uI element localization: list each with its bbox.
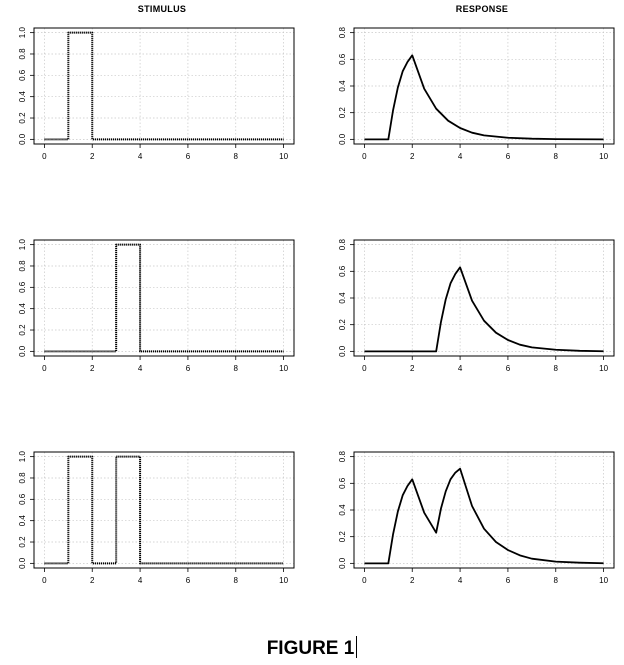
series-line [44, 31, 284, 141]
y-tick-label: 0.8 [338, 451, 347, 463]
x-tick-label: 8 [554, 364, 559, 373]
y-tick-label: 0.6 [18, 281, 27, 293]
x-tick-label: 0 [362, 364, 367, 373]
y-tick-label: 0.4 [18, 303, 27, 315]
x-tick-label: 2 [410, 364, 415, 373]
series-line [364, 266, 604, 353]
x-tick-label: 0 [42, 152, 47, 161]
x-tick-label: 4 [138, 364, 143, 373]
y-tick-label: 0.0 [18, 133, 27, 145]
x-tick-label: 6 [506, 364, 511, 373]
stimulus-chart-2: 0 2 4 6 8 10 0.0 0.2 0.4 0.6 0.8 1.0 [18, 239, 295, 373]
figure-caption-text: FIGURE 1 [266, 638, 355, 659]
y-tick-label: 0.8 [338, 27, 347, 39]
y-tick-label: 0.6 [338, 477, 347, 489]
x-tick-label: 10 [599, 152, 608, 161]
y-tick-label: 0.6 [338, 265, 347, 277]
x-tick-label: 6 [506, 152, 511, 161]
x-tick-label: 10 [279, 364, 288, 373]
x-tick-label: 0 [42, 364, 47, 373]
y-tick-label: 0.2 [338, 107, 347, 119]
response-chart-2: 0 2 4 6 8 10 0.0 0.2 0.4 0.6 0.8 [338, 239, 615, 373]
y-tick-label: 1.0 [18, 451, 27, 463]
x-tick-label: 0 [362, 576, 367, 585]
x-tick-label: 8 [554, 576, 559, 585]
x-tick-label: 8 [234, 152, 239, 161]
x-tick-label: 2 [90, 152, 95, 161]
response-chart-1: 0 2 4 6 8 10 0.0 0.2 0.4 0.6 0.8 [338, 27, 615, 161]
x-tick-label: 6 [186, 576, 191, 585]
x-tick-label: 2 [410, 152, 415, 161]
plot-frame [33, 451, 295, 569]
y-tick-label: 0.4 [18, 91, 27, 103]
y-tick-label: 0.8 [18, 260, 27, 272]
x-tick-label: 2 [90, 576, 95, 585]
x-tick-label: 6 [506, 576, 511, 585]
response-chart-3: 0 2 4 6 8 10 0.0 0.2 0.4 0.6 0.8 [338, 451, 615, 585]
response-column-title: RESPONSE [455, 4, 509, 14]
y-tick-label: 0.0 [338, 133, 347, 145]
x-tick-label: 10 [599, 364, 608, 373]
y-tick-label: 0.8 [18, 48, 27, 60]
plot-frame [33, 27, 295, 145]
series-line [44, 243, 284, 353]
x-tick-label: 10 [279, 152, 288, 161]
y-tick-label: 0.0 [338, 557, 347, 569]
x-tick-label: 2 [410, 576, 415, 585]
x-tick-label: 4 [458, 364, 463, 373]
x-tick-label: 10 [599, 576, 608, 585]
x-tick-label: 8 [234, 576, 239, 585]
y-tick-label: 0.4 [18, 515, 27, 527]
stimulus-chart-3: 0 2 4 6 8 10 0.0 0.2 0.4 0.6 0.8 1.0 [18, 451, 295, 585]
x-tick-label: 8 [554, 152, 559, 161]
x-tick-label: 10 [279, 576, 288, 585]
stimulus-column-title: STIMULUS [137, 4, 187, 14]
y-tick-label: 0.8 [338, 239, 347, 251]
y-tick-label: 1.0 [18, 27, 27, 39]
y-tick-label: 0.2 [338, 531, 347, 543]
plot-frame [33, 239, 295, 357]
y-tick-label: 0.2 [18, 324, 27, 336]
x-tick-label: 0 [42, 576, 47, 585]
x-tick-label: 6 [186, 152, 191, 161]
series-line [44, 455, 284, 565]
y-tick-label: 0.0 [18, 557, 27, 569]
x-tick-label: 4 [138, 576, 143, 585]
x-tick-label: 4 [138, 152, 143, 161]
y-tick-label: 0.2 [18, 536, 27, 548]
y-tick-label: 0.0 [338, 345, 347, 357]
y-tick-label: 0.0 [18, 345, 27, 357]
x-tick-label: 8 [234, 364, 239, 373]
y-tick-label: 0.4 [338, 80, 347, 92]
y-tick-label: 0.6 [18, 69, 27, 81]
series-line [364, 467, 604, 565]
y-tick-label: 0.2 [338, 319, 347, 331]
y-tick-label: 0.2 [18, 112, 27, 124]
y-tick-label: 0.4 [338, 292, 347, 304]
y-tick-label: 0.8 [18, 472, 27, 484]
y-tick-label: 0.4 [338, 504, 347, 516]
text-cursor [356, 636, 358, 658]
x-tick-label: 4 [458, 152, 463, 161]
stimulus-chart-1: 0 2 4 6 8 10 0.0 0.2 0.4 0.6 0.8 1.0 [18, 27, 295, 161]
x-tick-label: 0 [362, 152, 367, 161]
y-tick-label: 0.6 [18, 493, 27, 505]
x-tick-label: 2 [90, 364, 95, 373]
x-tick-label: 4 [458, 576, 463, 585]
figure-caption: FIGURE 1 [0, 636, 624, 660]
y-tick-label: 0.6 [338, 53, 347, 65]
y-tick-label: 1.0 [18, 239, 27, 251]
series-line [364, 54, 604, 141]
x-tick-label: 6 [186, 364, 191, 373]
